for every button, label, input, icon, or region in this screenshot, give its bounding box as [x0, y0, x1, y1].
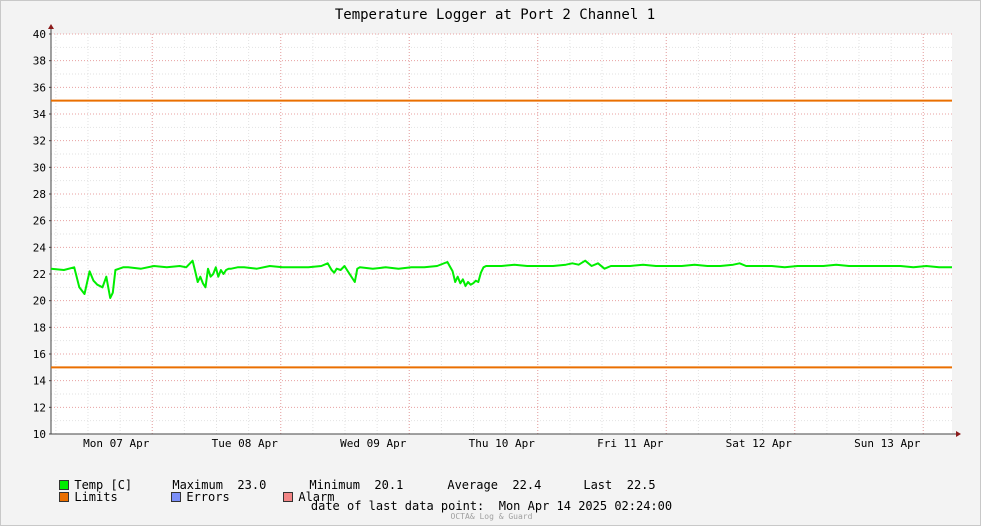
legend-maximum: Maximum 23.0 — [129, 464, 266, 492]
legend-swatch-limits — [59, 492, 70, 502]
last-data-point: date of last data point: Mon Apr 14 2025… — [1, 499, 981, 513]
x-tick-label: Sat 12 Apr — [726, 437, 793, 450]
legend-swatch-temp — [59, 480, 70, 490]
x-tick-label: Mon 07 Apr — [83, 437, 150, 450]
brand-watermark: OCTA& Log & Guard — [450, 512, 533, 521]
legend-average: Average 22.4 — [404, 464, 541, 492]
y-tick-label: 28 — [33, 188, 46, 201]
y-tick-label: 38 — [33, 55, 46, 68]
y-tick-label: 20 — [33, 295, 46, 308]
legend-errors-label: Errors — [186, 490, 230, 504]
y-tick-label: 40 — [33, 28, 46, 41]
legend-alarm-label: Alarm — [298, 490, 335, 504]
maximum-label: Maximum — [172, 478, 223, 492]
last-value: 22.5 — [626, 478, 656, 492]
average-value: 22.4 — [512, 478, 542, 492]
y-tick-label: 10 — [33, 428, 46, 441]
y-tick-label: 24 — [33, 241, 47, 254]
legend-limits: Limits — [16, 476, 118, 504]
x-tick-label: Thu 10 Apr — [469, 437, 536, 450]
last-data-point-label: date of last data point: — [310, 499, 485, 513]
temp-series-line — [50, 259, 952, 299]
legend-errors: Errors — [128, 476, 230, 504]
x-tick-label: Tue 08 Apr — [212, 437, 279, 450]
x-axis-arrow — [956, 431, 961, 437]
minimum-label: Minimum — [309, 478, 360, 492]
legend-temp: Temp [C] — [16, 464, 132, 492]
x-tick-label: Wed 09 Apr — [340, 437, 407, 450]
last-label: Last — [583, 478, 613, 492]
y-tick-label: 14 — [33, 375, 47, 388]
last-data-point-value: Mon Apr 14 2025 02:24:00 — [498, 499, 673, 513]
y-tick-label: 22 — [33, 268, 46, 281]
legend-minimum: Minimum 20.1 — [266, 464, 403, 492]
minimum-value: 20.1 — [374, 478, 404, 492]
x-tick-label: Sun 13 Apr — [854, 437, 921, 450]
y-tick-label: 32 — [33, 135, 46, 148]
y-tick-label: 34 — [33, 108, 47, 121]
legend-swatch-alarm — [283, 492, 294, 502]
y-axis-arrow — [48, 24, 54, 29]
chart-title: Temperature Logger at Port 2 Channel 1 — [335, 7, 655, 23]
maximum-value: 23.0 — [237, 478, 267, 492]
legend-limits-label: Limits — [74, 490, 118, 504]
legend-swatch-errors — [171, 492, 182, 502]
y-tick-label: 12 — [33, 401, 46, 414]
y-tick-label: 36 — [33, 81, 46, 94]
legend-alarm: Alarm — [240, 476, 334, 504]
y-tick-label: 16 — [33, 348, 46, 361]
legend-last: Last 22.5 — [540, 464, 655, 492]
y-tick-label: 30 — [33, 161, 46, 174]
average-label: Average — [447, 478, 498, 492]
x-tick-label: Fri 11 Apr — [597, 437, 664, 450]
legend-temp-label: Temp [C] — [74, 478, 133, 492]
y-tick-label: 26 — [33, 215, 46, 228]
y-tick-label: 18 — [33, 321, 46, 334]
